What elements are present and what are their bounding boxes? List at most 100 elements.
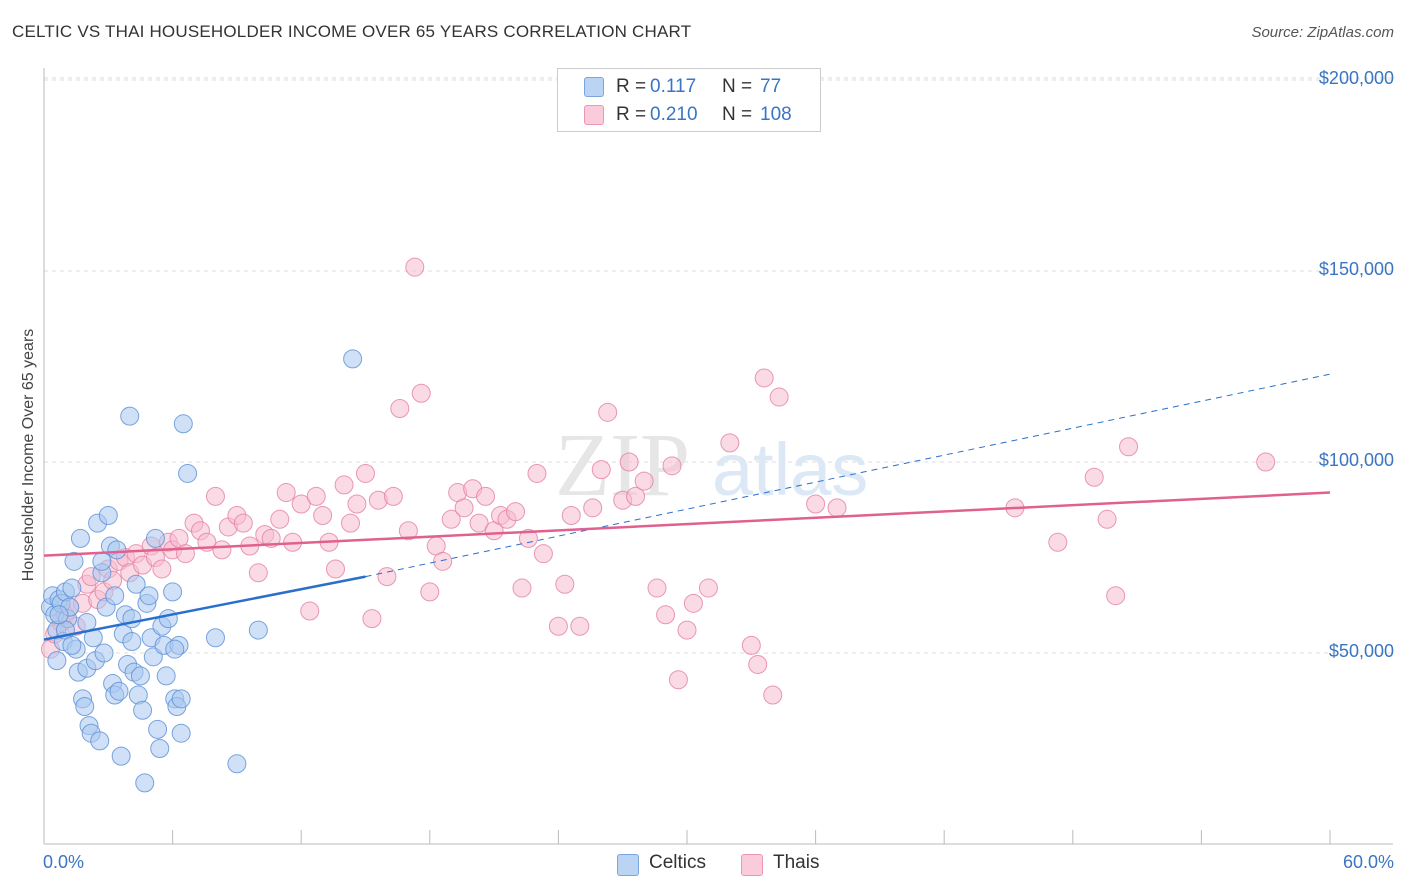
thai-point [647,578,667,598]
trend-lines [43,373,1331,641]
thai-point [270,509,290,529]
thai-point [527,463,547,483]
thai-point [469,513,489,533]
celtic-point [122,632,142,652]
thai-point [570,616,590,636]
celtic-point [109,681,129,701]
thai-point [476,486,496,506]
thai-points [40,257,1276,705]
r-value: 0.117 [650,76,697,97]
thai-point [769,387,789,407]
thai-point [677,620,697,640]
celtic-point [139,586,159,606]
celtic-point [173,414,193,434]
thai-point [1106,586,1126,606]
celtic-point [163,582,183,602]
celtic-point [150,739,170,758]
thai-point [561,505,581,525]
thai-point [748,654,768,674]
thai-swatch [584,105,604,125]
thai-point [441,509,461,529]
thai-point [720,433,740,453]
thai-point [583,498,603,518]
thai-point [390,399,410,419]
thai-point [383,486,403,506]
thai-point [626,486,646,506]
y-tick-100000: $100,000 [1318,450,1394,470]
celtic-point [205,628,225,648]
thai-point [741,635,761,655]
celtic-point [98,505,118,525]
thai-point [334,475,354,495]
celtic-points [40,349,363,793]
thai-point [356,463,375,483]
stats-row-thais: R = 0.210 N = 108 [558,100,820,128]
x-tick-max: 60.0% [1342,852,1394,872]
thai-point [1084,467,1104,487]
thai-point [1097,509,1117,529]
celtic-point [156,666,176,686]
thai-point [656,605,676,625]
thai-point [233,513,253,533]
celtic-point [248,620,268,640]
y-tick-150000: $150,000 [1318,259,1394,279]
thai-point [827,498,847,518]
thai-point [533,544,553,564]
thai-trend-line [43,491,1331,557]
thai-point [634,471,654,491]
thai-point [325,559,345,579]
thai-point [512,578,532,598]
thai-legend-swatch [741,854,763,876]
celtic-point [92,551,112,571]
thai-point [347,494,367,514]
celtic-point [148,719,168,739]
thai-point [806,494,826,514]
thai-point [555,574,575,594]
celtic-point [133,700,153,720]
celtic-point [94,643,114,663]
stats-legend: R = 0.117 N = 77 R = 0.210 N = 108 [557,68,821,132]
celtic-point [227,754,247,774]
thai-point [598,402,618,422]
celtic-point [126,574,146,594]
gridlines [44,77,1393,654]
celtic-point [111,746,131,766]
n-value: 77 [760,76,782,97]
thai-point [377,567,397,587]
celtic-point [75,696,95,716]
thai-point [291,494,311,514]
celtic-trend-line [43,575,366,641]
thai-point [340,513,360,533]
legend-celtics: Celtics [649,852,707,873]
thai-point [518,528,538,548]
thai-point [433,551,453,571]
celtic-point [178,463,198,483]
thai-point [313,505,333,525]
celtic-point [64,551,84,571]
x-tick-min: 0.0% [43,852,85,872]
celtic-point [171,723,191,743]
thai-point [662,456,682,476]
thai-point [1119,437,1139,457]
thai-point [405,257,425,277]
thai-point [212,540,232,560]
thai-point [420,582,440,602]
thai-point [683,593,703,613]
thai-point [619,452,639,472]
n-label: N = [722,76,753,97]
thai-point [362,609,382,629]
celtic-point [165,639,185,659]
r-label: R = [616,104,647,125]
thai-point [668,670,688,690]
celtic-point [62,635,82,655]
thai-point [248,563,268,583]
celtic-point [90,731,110,751]
celtic-point [105,586,125,606]
source-label: Source: ZipAtlas.com [1251,24,1394,41]
thai-point [205,486,225,506]
celtic-point [47,651,67,671]
n-value: 108 [760,104,792,125]
celtic-swatch [584,77,604,97]
thai-point [152,559,172,579]
